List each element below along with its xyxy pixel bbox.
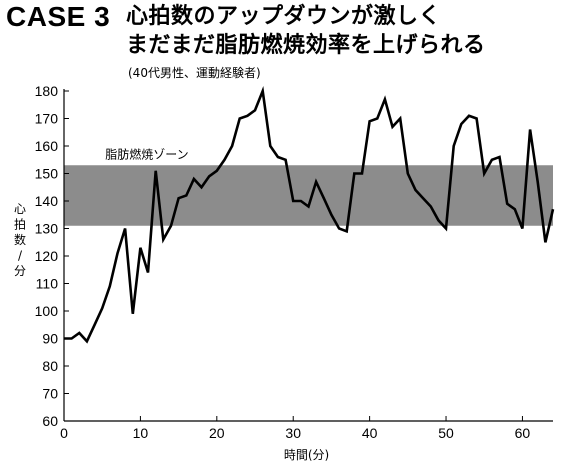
y-tick-label: 150: [35, 166, 59, 182]
x-tick-label: 30: [285, 425, 301, 441]
fat-burning-zone-label: 脂肪燃焼ゾーン: [105, 146, 188, 161]
y-tick-label: 60: [42, 413, 58, 429]
x-tick-label: 40: [362, 425, 378, 441]
case-label: CASE 3: [6, 1, 111, 32]
chart-heading: CASE 3 心拍数のアップダウンが激しく まだまだ脂肪燃焼効率を上げられる (…: [6, 2, 562, 86]
y-tick-label: 140: [35, 193, 59, 209]
y-tick-label: 110: [36, 276, 59, 292]
y-tick-label: 90: [42, 331, 58, 347]
y-axis-title: 心拍数/分: [14, 202, 26, 278]
y-tick-label: 120: [35, 248, 59, 264]
y-tick-label: 160: [35, 138, 59, 154]
x-tick-label: 10: [133, 425, 149, 441]
y-tick-label: 80: [42, 358, 58, 374]
x-tick-label: 20: [209, 425, 225, 441]
fat-burning-zone-band: [64, 165, 553, 226]
x-tick-label: 0: [60, 425, 68, 441]
y-tick-label: 130: [35, 221, 59, 237]
y-tick-label: 100: [35, 303, 59, 319]
chart-subtitle: (40代男性、運動経験者): [128, 66, 261, 80]
x-tick-label: 60: [515, 425, 531, 441]
chart-title-line-2: まだまだ脂肪燃焼効率を上げられる: [126, 33, 486, 58]
x-tick-label: 50: [438, 425, 454, 441]
y-tick-label: 70: [42, 386, 58, 402]
y-tick-label: 180: [35, 83, 59, 99]
chart-title-line-1: 心拍数のアップダウンが激しく: [126, 4, 442, 29]
y-tick-label: 170: [35, 111, 59, 127]
x-axis-title: 時間(分): [284, 448, 329, 462]
